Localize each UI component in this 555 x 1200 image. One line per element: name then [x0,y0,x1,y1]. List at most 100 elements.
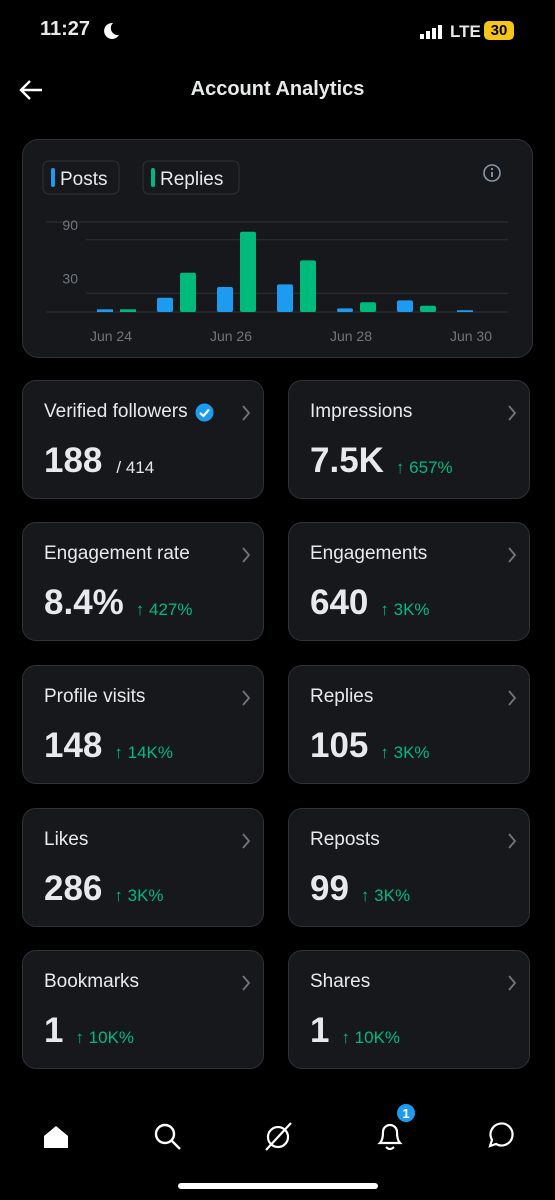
y-tick-label: 30 [62,270,78,286]
bar [457,310,473,312]
legend-label: Posts [60,169,108,190]
stat-change: ↑ 10K% [341,1028,401,1047]
stat-value: 7.5K [310,441,384,480]
chevron [241,833,251,854]
stat-value: 1 [310,1011,330,1050]
chevron [241,547,251,568]
stat-card[interactable]: Engagement rate 8.4% ↑ 427% [22,522,264,641]
stat-value: 286 [44,869,103,908]
chevron [507,547,517,568]
x-tick-label: Jun 24 [90,328,132,344]
chevron-icon [242,405,251,421]
badge [395,1102,417,1124]
chevron-icon [508,405,517,421]
network-label: LTE [450,22,481,41]
badge-count: 1 [402,1106,409,1121]
verified-badge [195,403,214,427]
battery: 30 [484,21,514,40]
chevron [241,405,251,426]
legend-swatch [151,168,155,187]
stat-card[interactable]: Likes 286 ↑ 3K% [22,808,264,927]
bar [180,272,196,312]
stat-label: Likes [44,829,89,850]
stat-change: ↑ 657% [395,458,453,477]
chevron [507,833,517,854]
status-time: 11:27 [40,18,91,40]
stat-change: ↑ 3K% [114,886,164,905]
stat-card[interactable]: Engagements 640 ↑ 3K% [288,522,530,641]
bar [120,309,136,312]
messages-tab[interactable] [488,1122,514,1148]
stat-label: Engagement rate [44,543,190,564]
stat-label: Profile visits [44,686,146,707]
x-tick-label: Jun 28 [330,328,372,344]
bar [217,287,233,312]
grok-tab[interactable] [265,1122,292,1151]
chevron [507,690,517,711]
stat-label: Bookmarks [44,971,140,992]
stat-change: ↑ 3K% [380,600,430,619]
stat-label: Engagements [310,543,428,564]
info-icon[interactable] [483,164,501,182]
chevron-icon [242,975,251,991]
bar [97,309,113,312]
x-tick-label: Jun 26 [210,328,252,344]
stat-card[interactable]: Shares 1 ↑ 10K% [288,950,530,1069]
stat-value: 148 [44,726,103,765]
chevron [241,690,251,711]
signal-icon [420,25,442,39]
chevron-icon [242,547,251,563]
chevron-icon [508,690,517,706]
bottom-nav: 1 [44,1102,514,1189]
legend-label: Replies [160,169,223,190]
stat-change: ↑ 10K% [75,1028,135,1047]
bar [397,300,413,312]
legend-item[interactable]: Posts [42,160,120,195]
stat-card[interactable]: Replies 105 ↑ 3K% [288,665,530,784]
stat-card[interactable]: Verified followers 188 / 414 [22,380,264,499]
stat-card[interactable]: Impressions 7.5K ↑ 657% [288,380,530,499]
stat-card[interactable]: Profile visits 148 ↑ 14K% [22,665,264,784]
stat-card[interactable]: Reposts 99 ↑ 3K% [288,808,530,927]
x-tick-label: Jun 30 [450,328,492,344]
bar [337,308,353,312]
stat-label: Shares [310,971,371,992]
stat-value: 99 [310,869,349,908]
stat-change: ↑ 3K% [360,886,411,905]
bar [157,297,173,312]
search-tab[interactable] [154,1123,181,1150]
stat-value: 1 [44,1011,64,1050]
stat-label: Verified followers [44,401,188,422]
bar [300,260,316,312]
home-tab[interactable] [44,1126,68,1148]
chart-card: Posts Replies 30 90 Jun 24 Jun 26 Jun 28 Jun 30 [22,139,533,358]
chevron [241,975,251,996]
verified-icon [195,403,214,422]
stat-change: ↑ 3K% [380,743,430,762]
legend-swatch [51,168,55,187]
y-tick-label: 90 [62,217,78,233]
stat-value: 640 [310,583,369,622]
stat-card[interactable]: Bookmarks 1 ↑ 10K% [22,950,264,1069]
back-button[interactable] [18,78,44,102]
legend-item[interactable]: Replies [142,160,240,195]
stat-change: ↑ 14K% [114,743,173,762]
notifications-tab[interactable] [377,1123,403,1150]
chevron [507,975,517,996]
legend-box [142,160,240,195]
chevron-icon [508,547,517,563]
bar [420,305,436,312]
stat-change: ↑ 427% [135,600,193,619]
chevron-icon [242,833,251,849]
stat-total: / 414 [116,458,155,477]
bar [240,231,256,312]
moon-icon [104,22,119,39]
stat-label: Impressions [310,401,413,422]
bar [277,284,293,312]
chevron [507,405,517,426]
stat-label: Reposts [310,829,380,850]
bar [360,302,376,312]
stat-value: 8.4% [44,583,124,622]
chevron-icon [508,975,517,991]
